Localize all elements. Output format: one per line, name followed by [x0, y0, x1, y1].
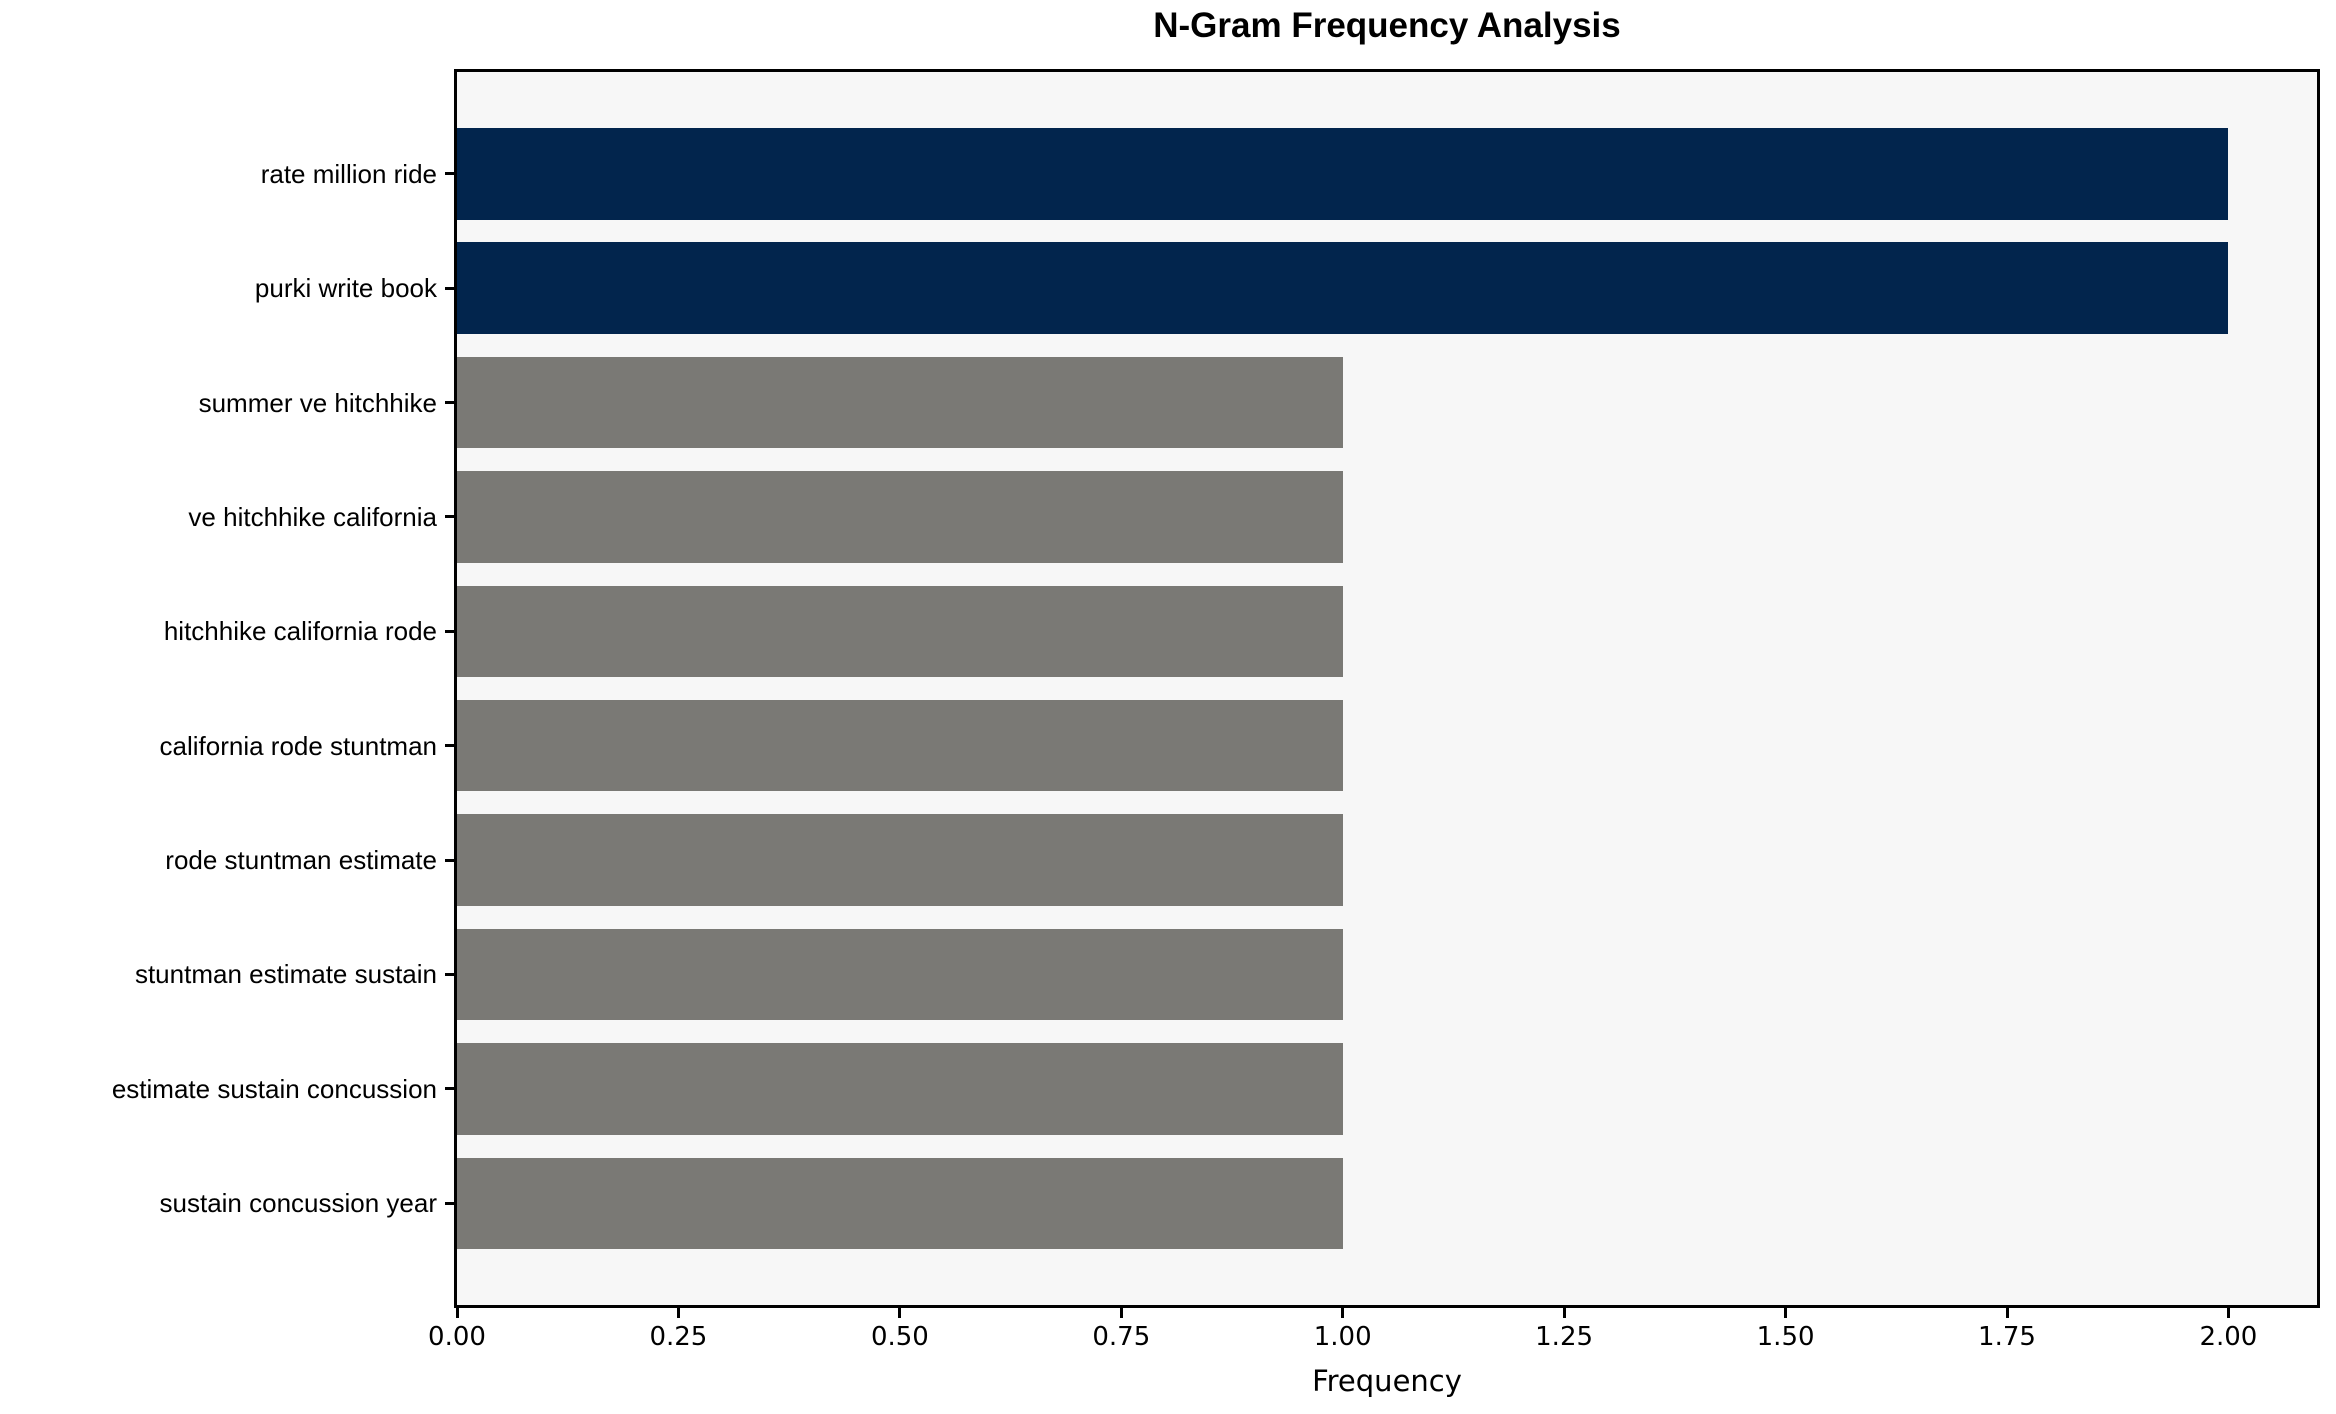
x-axis-tick-label: 0.75 [1092, 1322, 1151, 1352]
y-axis-category-label: purki write book [254, 273, 437, 304]
x-axis-tick [1562, 1308, 1566, 1318]
y-axis-category-label: rode stuntman estimate [165, 845, 437, 876]
x-axis-tick-label: 2.00 [2199, 1322, 2258, 1352]
x-axis-tick [455, 1308, 459, 1318]
bar [457, 356, 1343, 449]
x-axis-tick-label: 0.25 [649, 1322, 708, 1352]
x-axis-tick [2005, 1308, 2009, 1318]
x-axis-tick [2226, 1308, 2230, 1318]
x-axis-tick-label: 0.50 [870, 1322, 929, 1352]
bar [457, 814, 1343, 906]
y-axis-tick [445, 515, 454, 519]
y-axis-category-label: ve hitchhike california [188, 501, 437, 532]
y-axis-tick [445, 858, 454, 862]
bar [457, 1043, 1343, 1135]
y-axis-tick [445, 1201, 454, 1205]
y-axis-category-label: estimate sustain concussion [111, 1073, 437, 1104]
x-axis-tick-label: 1.75 [1978, 1322, 2036, 1352]
bar [457, 242, 2229, 334]
y-axis-tick [445, 1087, 454, 1091]
x-axis-tick [676, 1308, 680, 1318]
y-axis-tick [445, 286, 454, 290]
y-axis-tick [445, 629, 454, 633]
chart-title: N-Gram Frequency Analysis [1153, 6, 1621, 45]
y-axis-tick [445, 972, 454, 976]
y-axis-category-label: rate million ride [260, 158, 437, 189]
x-axis-tick [1119, 1308, 1123, 1318]
x-axis-tick-label: 0.00 [428, 1322, 486, 1352]
y-axis-category-label: hitchhike california rode [163, 616, 437, 647]
x-axis-tick-label: 1.50 [1756, 1322, 1815, 1352]
x-axis-title: Frequency [1312, 1364, 1462, 1398]
y-axis-category-label: sustain concussion year [159, 1188, 437, 1219]
bar [457, 699, 1343, 792]
bar [457, 1157, 1343, 1249]
x-axis-tick [1341, 1308, 1345, 1318]
bar [457, 128, 2229, 220]
plot-area [454, 69, 2320, 1308]
x-axis-tick [1784, 1308, 1788, 1318]
y-axis-tick [445, 744, 454, 748]
y-axis-category-label: california rode stuntman [159, 730, 437, 761]
bar [457, 585, 1343, 678]
x-axis-tick-label: 1.00 [1313, 1322, 1372, 1352]
bar [457, 471, 1343, 563]
bar [457, 928, 1343, 1021]
y-axis-tick [445, 401, 454, 405]
x-axis-tick-label: 1.25 [1535, 1322, 1594, 1352]
y-axis-tick [445, 172, 454, 176]
y-axis-category-label: stuntman estimate sustain [134, 959, 437, 990]
y-axis-category-label: summer ve hitchhike [198, 387, 437, 418]
x-axis-tick [898, 1308, 902, 1318]
